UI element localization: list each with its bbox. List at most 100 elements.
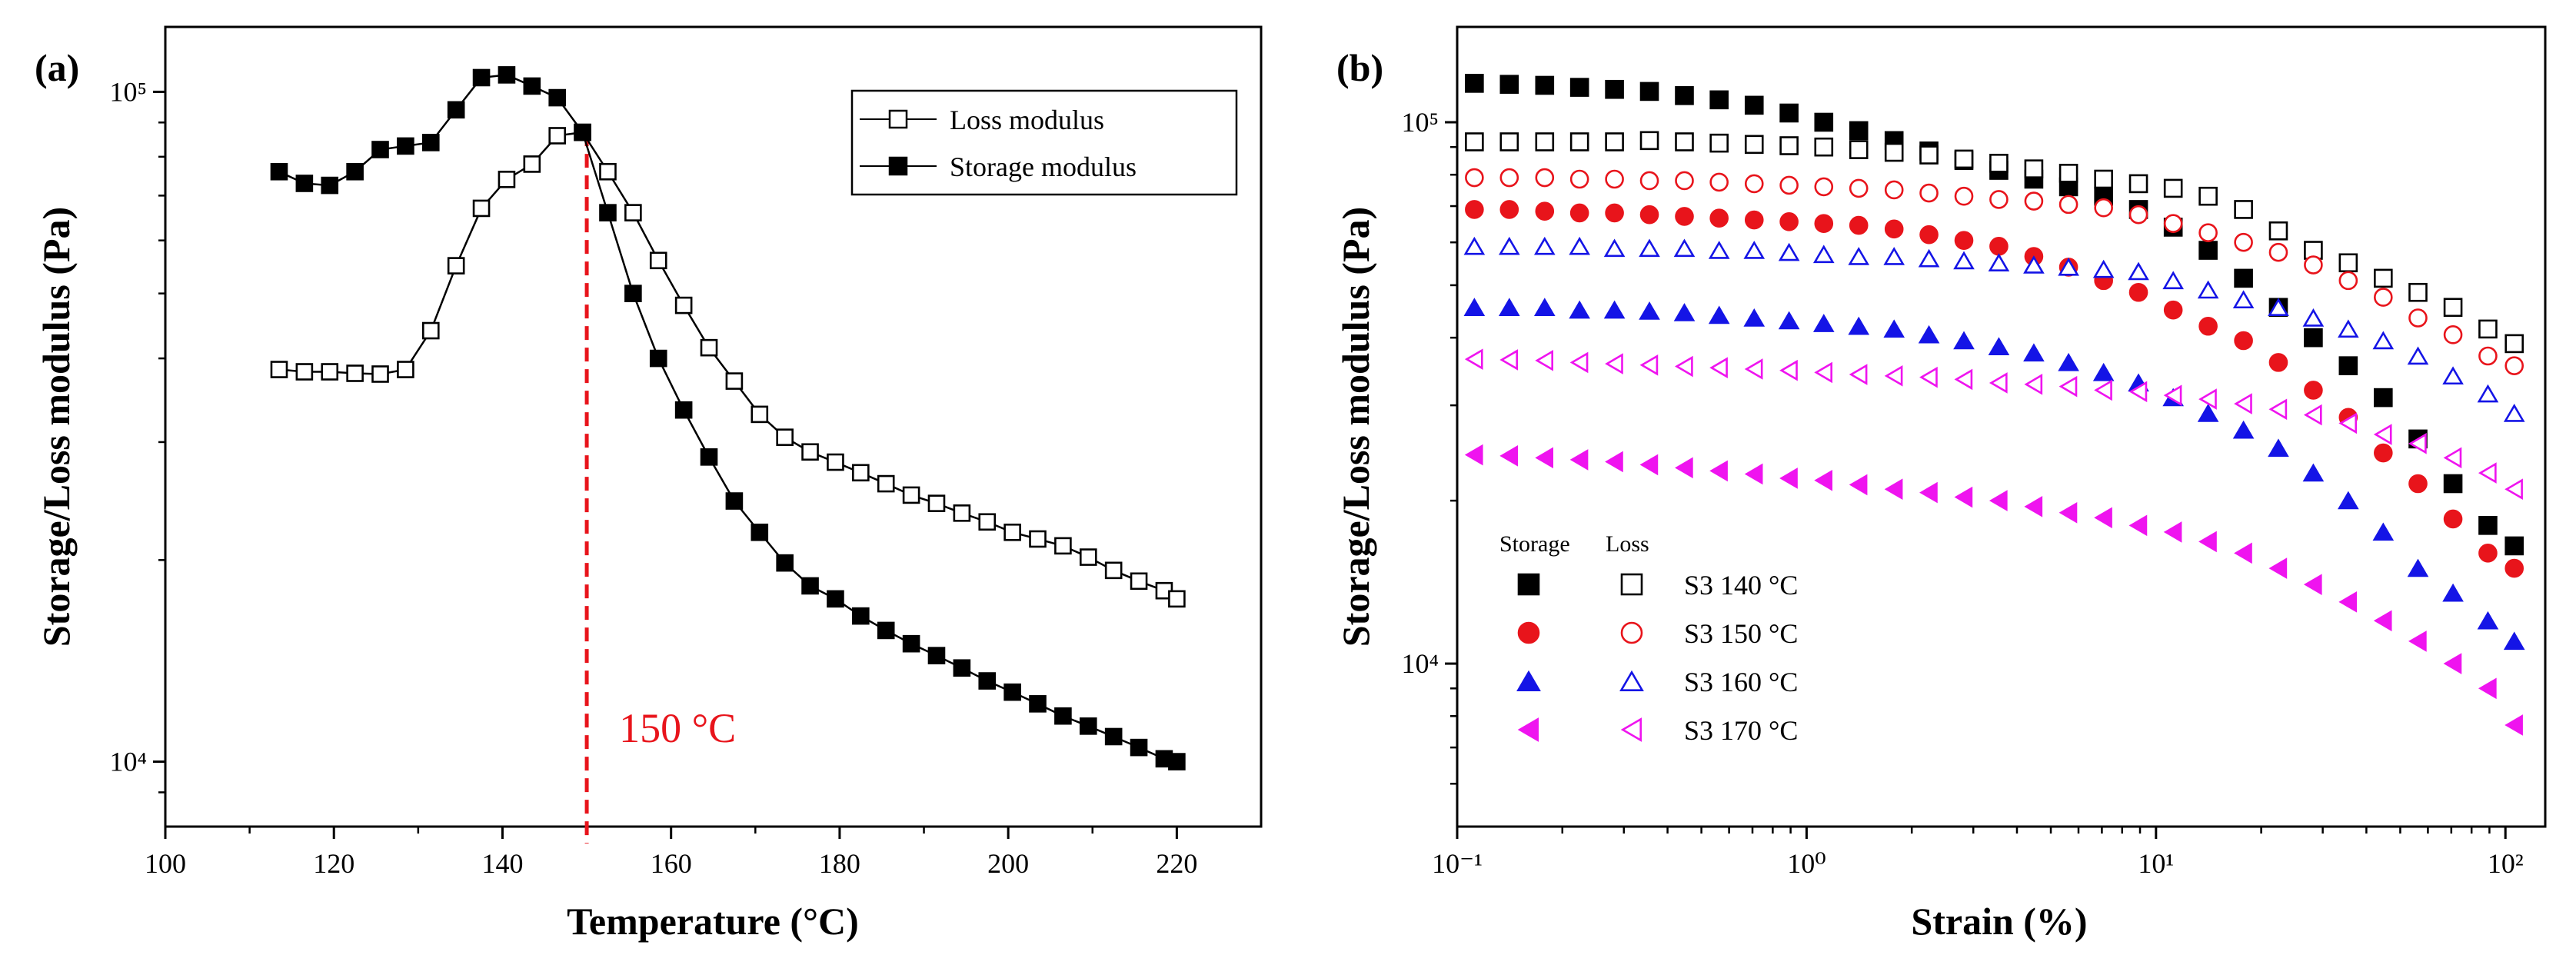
legend-loss-marker xyxy=(1619,670,1644,692)
legend-loss-header: Loss xyxy=(1606,531,1649,557)
panel-b-point-storage-140-storage xyxy=(1605,79,1624,99)
panel-b-point-storage-140-storage xyxy=(1569,78,1589,97)
panel-a-point-storage xyxy=(270,162,288,181)
panel-b-point-storage-140-storage xyxy=(1499,75,1519,94)
panel-b-point-loss-150-loss xyxy=(2128,205,2148,225)
panel-b-point-loss-160-loss xyxy=(2058,257,2079,276)
panel-b-point-loss-150-loss xyxy=(2163,214,2183,234)
panel-a-point-loss xyxy=(1168,590,1186,608)
panel-b-label: (b) xyxy=(1336,46,1383,89)
panel-b-point-loss-140-loss xyxy=(1814,137,1834,157)
panel-b-point-storage-160-storage xyxy=(1918,324,1940,344)
panel-a-point-loss xyxy=(852,464,870,482)
panel-b-point-storage-150-storage xyxy=(2128,282,2148,302)
panel-b-point-loss-160-loss xyxy=(1498,236,1520,255)
panel-b-point-loss-140-loss xyxy=(2094,169,2113,189)
panel-b-point-storage-140-storage xyxy=(1465,74,1484,93)
panel-a-point-storage xyxy=(574,123,591,141)
panel-a-x-tick-label: 220 xyxy=(1156,848,1197,879)
panel-b-point-loss-150-loss xyxy=(2094,198,2113,218)
panel-b-point-storage-160-storage xyxy=(2477,611,2499,630)
panel-b-point-storage-140-storage xyxy=(1814,112,1834,132)
panel-a-point-loss xyxy=(624,204,642,221)
panel-a-point-storage xyxy=(1168,753,1186,770)
panel-a-chart: (a) Temperature (°C) Storage/Loss modulu… xyxy=(35,25,1263,943)
panel-b-point-storage-140-storage xyxy=(1709,90,1729,110)
panel-b-y-tick-label: 10⁴ xyxy=(1401,648,1439,679)
panel-b-point-loss-140-loss xyxy=(1744,135,1764,155)
panel-b-point-loss-140-loss xyxy=(2408,282,2428,302)
panel-a-point-loss xyxy=(1029,530,1047,548)
panel-b-point-loss-170-loss xyxy=(1535,350,1553,371)
panel-b-point-loss-170-loss xyxy=(1779,359,1798,381)
legend-loss-marker xyxy=(1620,573,1643,596)
panel-b-point-loss-140-loss xyxy=(1499,132,1519,151)
panel-b-point-storage-160-storage xyxy=(1463,298,1486,316)
panel-b-point-storage-150-storage xyxy=(1675,207,1694,226)
panel-b-point-storage-170-storage xyxy=(2303,574,2322,595)
panel-b-point-loss-170-loss xyxy=(1605,353,1623,374)
panel-a-point-loss xyxy=(674,296,693,314)
panel-b-point-loss-140-loss xyxy=(2443,298,2463,318)
panel-a-point-storage xyxy=(498,66,516,84)
panel-b-point-loss-150-loss xyxy=(2058,195,2078,215)
panel-b-point-loss-150-loss xyxy=(1884,180,1904,200)
panel-b-point-storage-150-storage xyxy=(2304,381,2323,400)
panel-b-point-storage-160-storage xyxy=(1778,311,1800,330)
panel-b-point-loss-160-loss xyxy=(2407,346,2429,365)
panel-b-point-loss-140-loss xyxy=(1675,132,1694,151)
panel-b-point-storage-160-storage xyxy=(2092,362,2115,381)
panel-b-point-loss-170-loss xyxy=(1464,348,1483,370)
panel-a-point-loss xyxy=(1130,572,1148,591)
panel-b-point-loss-170-loss xyxy=(2234,393,2252,414)
panel-a-point-storage xyxy=(776,554,794,572)
panel-b-point-storage-170-storage xyxy=(2478,677,2497,700)
panel-a-point-storage xyxy=(978,672,997,690)
panel-b-x-tick-label: 10⁰ xyxy=(1787,848,1825,879)
panel-b-point-storage-160-storage xyxy=(2372,522,2395,541)
panel-b-point-storage-150-storage xyxy=(1465,200,1484,219)
panel-b-point-loss-160-loss xyxy=(1569,236,1590,255)
panel-b-point-storage-160-storage xyxy=(1812,314,1835,332)
panel-b-point-storage-150-storage xyxy=(1884,219,1904,239)
panel-b-point-loss-150-loss xyxy=(1465,168,1484,188)
panel-b-point-loss-150-loss xyxy=(1639,171,1659,191)
panel-b-point-loss-160-loss xyxy=(2477,384,2499,403)
panel-b-point-loss-160-loss xyxy=(2302,308,2325,327)
panel-b-point-storage-170-storage xyxy=(1605,451,1623,473)
panel-b-point-loss-170-loss xyxy=(2504,478,2523,501)
panel-b-point-storage-160-storage xyxy=(2442,583,2464,602)
panel-b-point-storage-170-storage xyxy=(2128,514,2148,537)
panel-b-point-storage-150-storage xyxy=(2198,316,2218,336)
panel-b-x-axis-title: Strain (%) xyxy=(1911,900,2087,943)
panel-b-point-loss-150-loss xyxy=(1849,178,1869,198)
panel-b-point-loss-150-loss xyxy=(2024,191,2044,211)
panel-b-point-loss-160-loss xyxy=(2372,331,2395,350)
panel-b-point-loss-170-loss xyxy=(2443,447,2462,469)
panel-a-point-loss xyxy=(1003,523,1021,541)
panel-b-point-loss-170-loss xyxy=(1954,368,1973,391)
legend-series-label: S3 150 °C xyxy=(1684,618,1798,649)
panel-a-point-storage xyxy=(548,88,567,107)
panel-b-point-loss-170-loss xyxy=(2198,388,2217,410)
panel-b-point-storage-170-storage xyxy=(1884,478,1903,501)
panel-a-point-loss xyxy=(1054,537,1072,555)
panel-b-point-storage-160-storage xyxy=(2197,404,2219,422)
legend-loss-marker xyxy=(1620,717,1642,742)
panel-b-x-tick-label: 10⁻¹ xyxy=(1432,848,1483,879)
panel-b-point-loss-150-loss xyxy=(1605,169,1624,189)
panel-b-point-storage-150-storage xyxy=(1605,203,1624,223)
panel-b-point-storage-140-storage xyxy=(2198,241,2218,260)
panel-a-point-storage xyxy=(397,137,414,155)
panel-b-point-loss-160-loss xyxy=(2338,319,2359,338)
legend-series-label: S3 170 °C xyxy=(1684,715,1798,746)
panel-b-point-storage-160-storage xyxy=(2023,343,2045,362)
panel-a-point-loss xyxy=(421,321,440,340)
panel-a-point-loss xyxy=(1079,548,1097,566)
panel-b-point-storage-140-storage xyxy=(1744,95,1764,115)
panel-b-point-loss-140-loss xyxy=(2374,268,2393,288)
panel-b-point-loss-170-loss xyxy=(2058,375,2078,398)
panel-b-point-storage-170-storage xyxy=(1779,468,1798,489)
panel-b-point-storage-160-storage xyxy=(2232,420,2255,439)
